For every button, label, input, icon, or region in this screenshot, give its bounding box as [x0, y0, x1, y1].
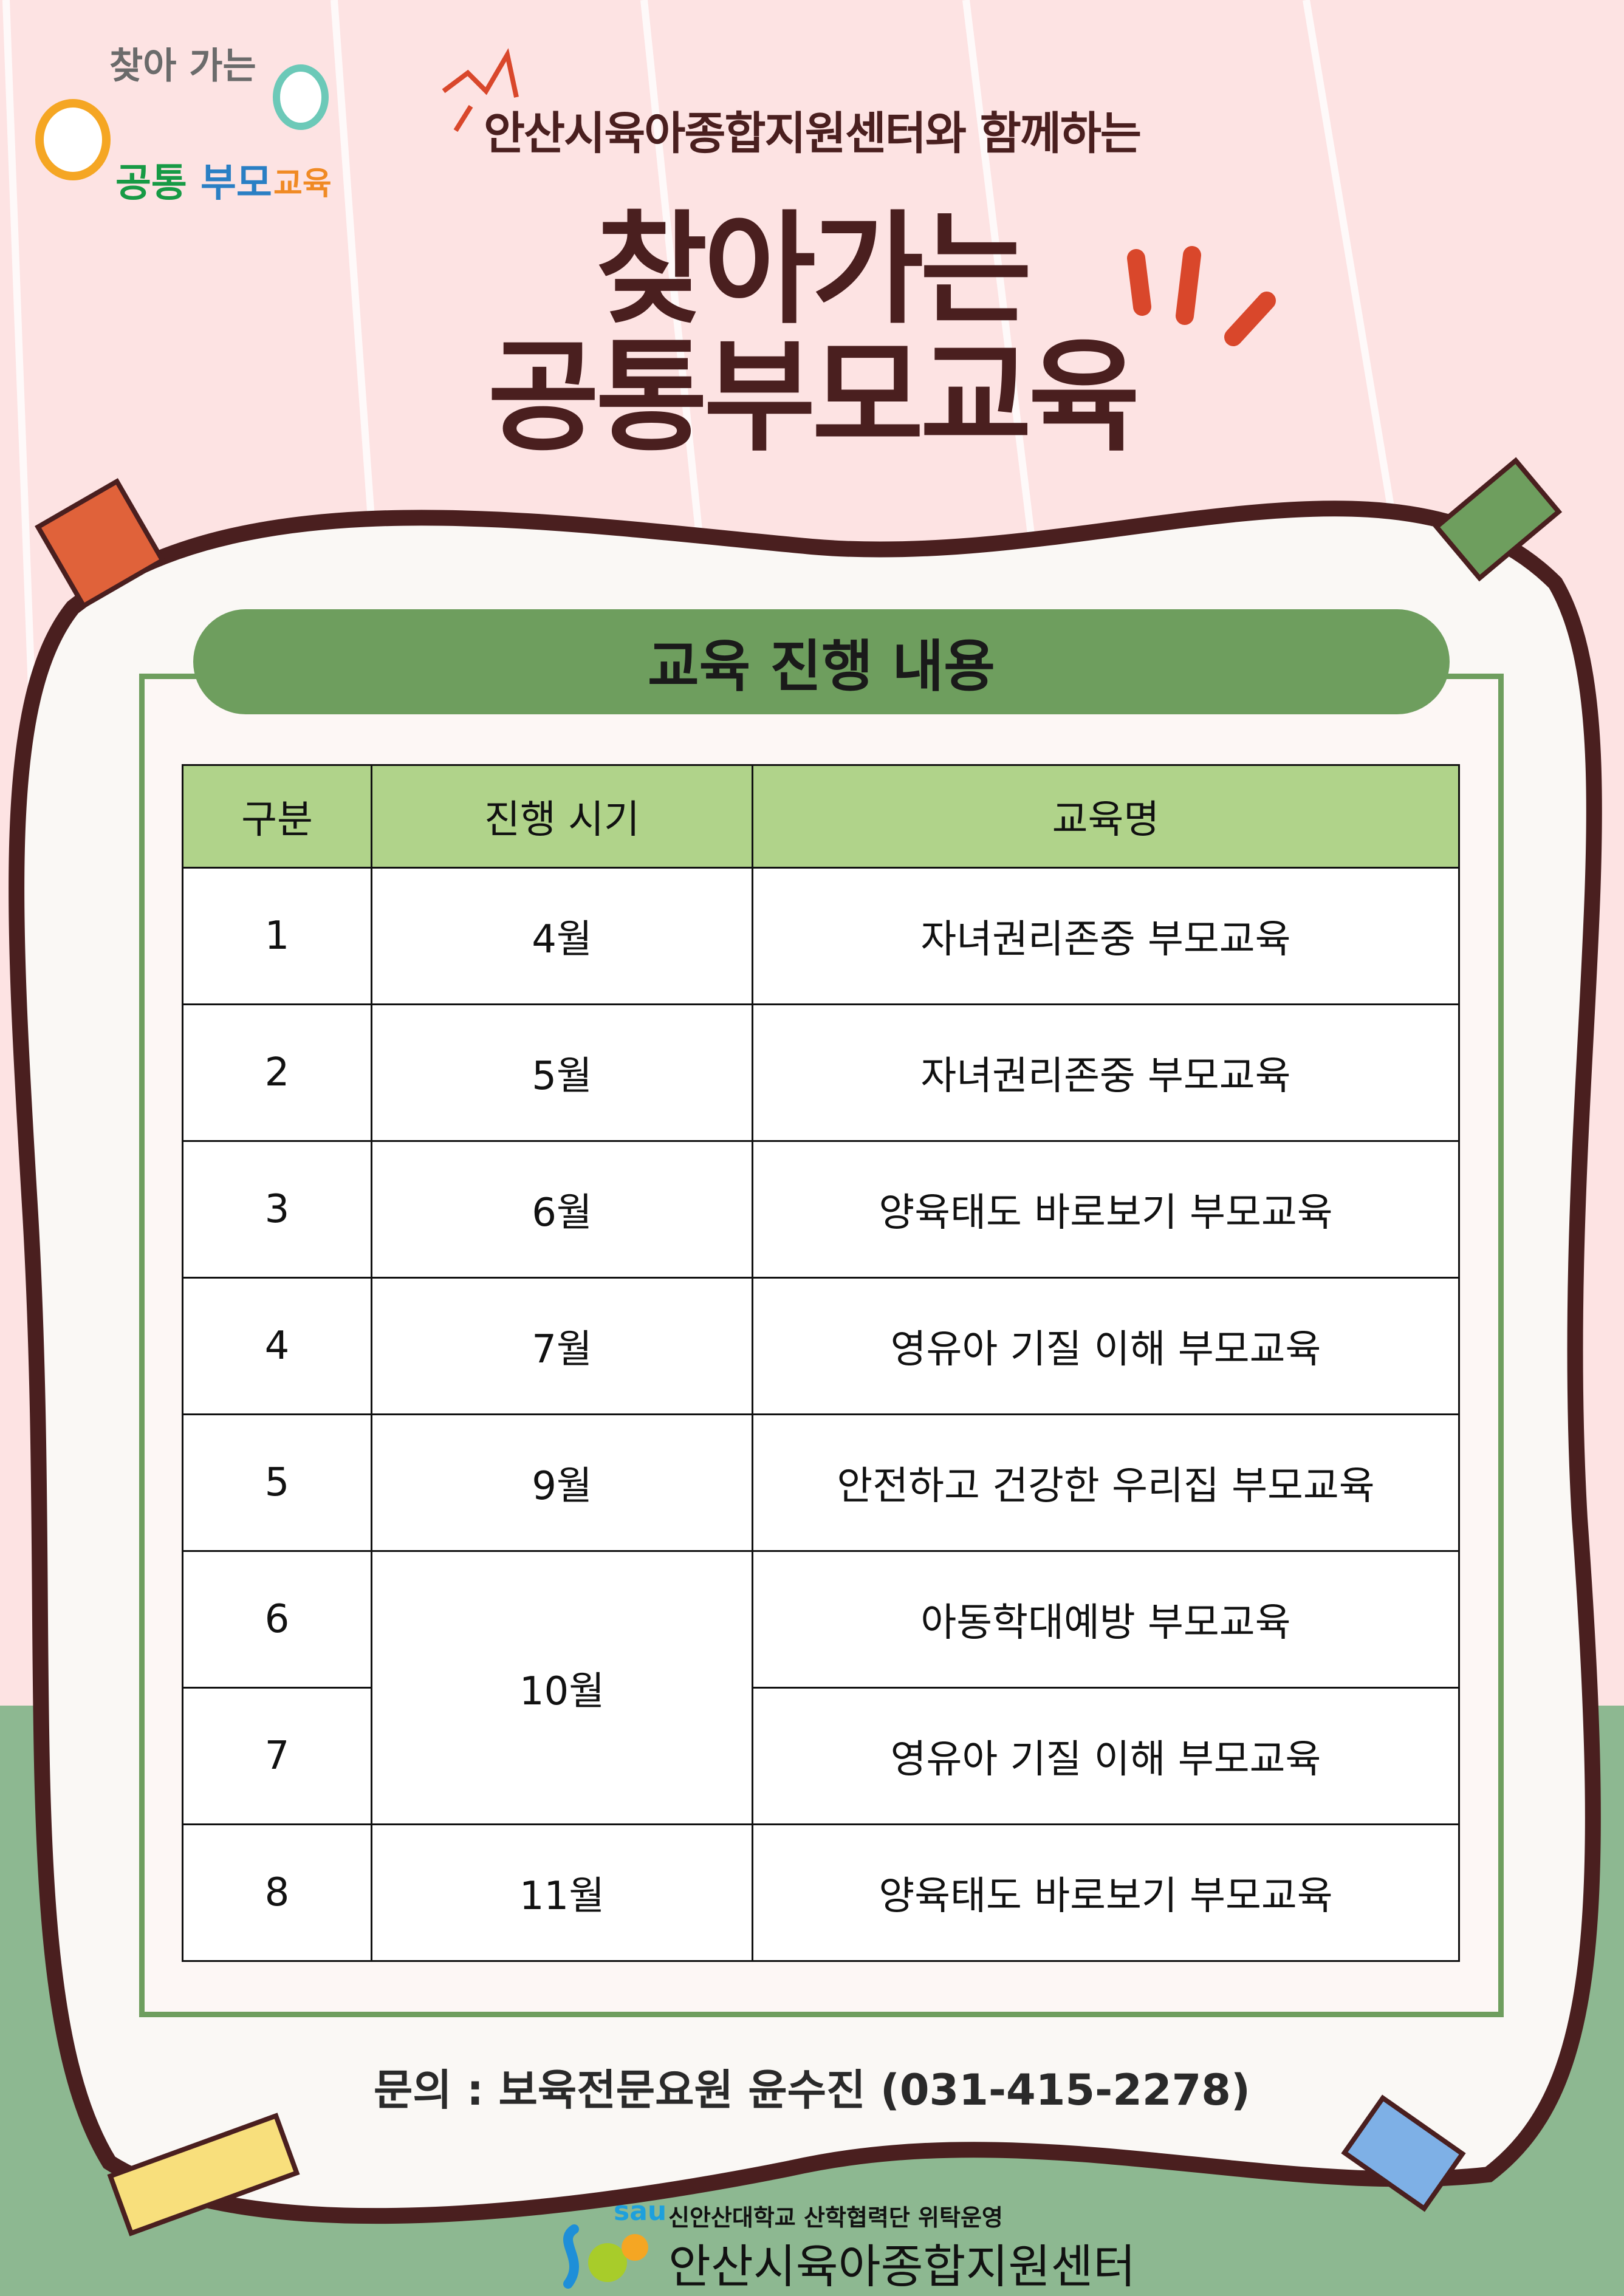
header-no: 구분	[182, 764, 372, 869]
subtitle: 안산시육아종합지원센터와 함께하는	[483, 108, 1142, 160]
header-name: 교육명	[752, 764, 1460, 869]
cell-name: 아동학대예방 부모교육	[752, 1550, 1460, 1689]
cell-period: 10월	[371, 1550, 753, 1825]
table-row: 4 7월 영유아 기질 이해 부모교육	[182, 1277, 1460, 1415]
cell-no: 6	[182, 1550, 372, 1689]
program-logo: 찾아 가는 공통 부모 교육	[24, 30, 340, 213]
schedule-table: 구분 진행 시기 교육명 1 4월 자녀권리존중 부모교육 2 5월 자녀권리존중 부모…	[182, 764, 1460, 1962]
contact-info: 문의 : 보육전문요원 윤수진 (031-415-2278)	[373, 2065, 1251, 2115]
cell-no: 5	[182, 1413, 372, 1552]
cell-no: 1	[182, 867, 372, 1005]
cell-period: 5월	[371, 1003, 753, 1142]
cell-name: 영유아 기질 이해 부모교육	[752, 1687, 1460, 1825]
operator-text: 신안산대학교 산학협력단 위탁운영	[668, 2204, 1003, 2231]
cell-no: 4	[182, 1277, 372, 1415]
cell-name: 양육태도 바로보기 부모교육	[752, 1140, 1460, 1279]
sau-logo: sau	[614, 2196, 667, 2227]
cell-no: 8	[182, 1823, 372, 1962]
crown-doodle-icon	[442, 48, 519, 132]
table-row: 7 영유아 기질 이해 부모교육	[182, 1687, 1460, 1825]
table-row: 6 10월 아동학대예방 부모교육	[182, 1550, 1460, 1825]
cell-name: 자녀권리존중 부모교육	[752, 1003, 1460, 1142]
tape-icon	[35, 457, 1563, 2236]
cell-no: 2	[182, 1003, 372, 1142]
section-title: 교육 진행 내용	[193, 609, 1450, 714]
cell-period: 7월	[371, 1277, 753, 1415]
cell-period: 9월	[371, 1413, 753, 1552]
table-row: 8 11월 양육태도 바로보기 부모교육	[182, 1823, 1460, 1962]
cell-period: 6월	[371, 1140, 753, 1279]
cell-name: 양육태도 바로보기 부모교육	[752, 1823, 1460, 1962]
cell-no: 3	[182, 1140, 372, 1279]
sparkle-icon	[1127, 246, 1276, 346]
cell-period: 4월	[371, 867, 753, 1005]
table-header-row: 구분 진행 시기 교육명	[182, 764, 1460, 869]
page-title-line2: 공통부모교육	[487, 327, 1140, 468]
table-row: 1 4월 자녀권리존중 부모교육	[182, 867, 1460, 1005]
mascot-icon	[35, 64, 329, 180]
cell-name: 자녀권리존중 부모교육	[752, 867, 1460, 1005]
center-logo-icon	[563, 2224, 648, 2289]
center-name: 안산시육아종합지원센터	[668, 2240, 1136, 2294]
cell-name: 영유아 기질 이해 부모교육	[752, 1277, 1460, 1415]
table-row: 3 6월 양육태도 바로보기 부모교육	[182, 1140, 1460, 1279]
cell-name: 안전하고 건강한 우리집 부모교육	[752, 1413, 1460, 1552]
cell-no: 7	[182, 1687, 372, 1825]
table-row: 2 5월 자녀권리존중 부모교육	[182, 1003, 1460, 1142]
table-row: 5 9월 안전하고 건강한 우리집 부모교육	[182, 1413, 1460, 1552]
header-period: 진행 시기	[371, 764, 753, 869]
cell-period: 11월	[371, 1823, 753, 1962]
page-title-line1: 찾아가는	[595, 199, 1032, 341]
